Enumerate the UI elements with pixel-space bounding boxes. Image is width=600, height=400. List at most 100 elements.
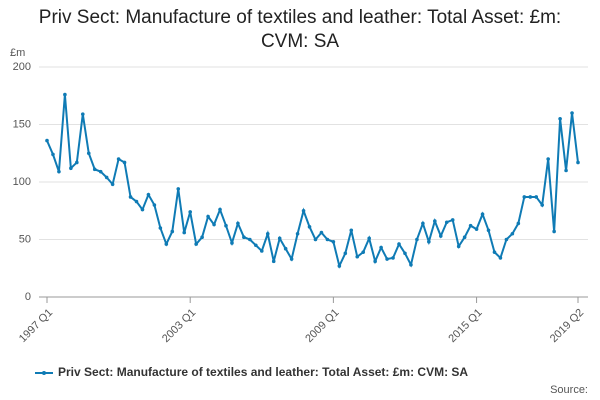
data-point [271, 259, 276, 264]
data-point [140, 207, 145, 212]
data-point [128, 195, 133, 199]
data-point [63, 92, 67, 97]
y-tick-label: 50 [19, 233, 31, 245]
x-tick-label: 2015 Q1 [446, 307, 484, 345]
data-point [176, 187, 181, 191]
data-point [492, 250, 497, 254]
data-point [397, 242, 401, 246]
data-point [104, 175, 109, 180]
data-point [122, 160, 127, 165]
data-point [415, 237, 419, 242]
data-point [522, 195, 527, 199]
data-point [319, 230, 324, 235]
data-point [295, 231, 300, 236]
data-point [182, 230, 187, 235]
data-point [283, 246, 288, 251]
data-point [450, 218, 455, 222]
data-point [331, 240, 336, 244]
data-point [301, 208, 306, 213]
source: Source: [550, 384, 588, 396]
data-point [456, 244, 461, 249]
data-point [212, 222, 216, 227]
data-point [259, 249, 264, 253]
data-point [236, 221, 240, 226]
data-point [349, 228, 354, 233]
data-point [116, 157, 121, 161]
y-tick-label: 200 [13, 61, 31, 73]
data-point [570, 111, 574, 115]
data-point [468, 223, 473, 228]
data-point [403, 251, 407, 256]
data-point [69, 166, 73, 170]
data-point [355, 254, 360, 259]
data-point [277, 236, 282, 241]
y-axis-label: £m [10, 47, 25, 59]
data-point [230, 241, 234, 245]
data-point [75, 160, 79, 165]
data-point [164, 242, 169, 246]
y-tick-label: 150 [13, 118, 31, 130]
series-line [46, 94, 579, 269]
data-point [540, 203, 545, 207]
data-point [45, 138, 49, 143]
data-point [307, 225, 312, 229]
data-point [480, 212, 485, 216]
data-point [438, 234, 443, 238]
legend-label: Priv Sect: Manufacture of textiles and l… [58, 365, 468, 379]
x-tick-label: 2019 Q2 [548, 307, 586, 345]
data-point [158, 226, 163, 230]
data-point [206, 214, 210, 219]
x-tick-label: 2003 Q1 [160, 307, 198, 345]
data-point [152, 203, 157, 207]
data-point [224, 223, 228, 228]
data-point [516, 221, 521, 226]
data-point [343, 251, 348, 256]
data-point [92, 167, 97, 172]
data-point [385, 257, 389, 261]
data-point [486, 228, 491, 233]
data-point [325, 237, 330, 242]
data-point [546, 157, 550, 161]
data-point [373, 259, 377, 264]
data-point [313, 237, 318, 242]
chart-title: Priv Sect: Manufacture of textiles and l… [38, 7, 562, 52]
data-point [474, 227, 479, 231]
data-point [510, 231, 515, 236]
data-point [170, 229, 175, 234]
data-point [51, 152, 55, 157]
data-point [409, 263, 413, 267]
data-point [427, 240, 431, 244]
data-point [200, 235, 204, 239]
data-point [98, 169, 103, 174]
data-point [534, 195, 539, 199]
y-tick-label: 0 [25, 291, 31, 303]
data-point [558, 116, 562, 121]
data-point [379, 245, 383, 250]
data-point [110, 182, 115, 187]
data-point [391, 256, 395, 260]
x-tick-label: 1997 Q1 [17, 307, 55, 345]
data-point [265, 231, 270, 236]
data-point [194, 242, 198, 246]
data-point [421, 221, 425, 226]
data-point [504, 237, 509, 242]
x-tick-label: 2009 Q1 [303, 307, 341, 345]
data-point [134, 199, 139, 204]
data-point [576, 160, 580, 165]
data-point [218, 207, 222, 212]
data-point [337, 264, 342, 268]
data-point [433, 219, 437, 223]
data-point [528, 195, 533, 199]
data-point [86, 151, 91, 156]
data-point [248, 237, 252, 242]
data-point [498, 256, 503, 260]
data-point [289, 257, 294, 261]
data-point [188, 210, 192, 214]
y-tick-label: 100 [13, 176, 31, 188]
data-point [242, 235, 246, 239]
data-point [80, 112, 85, 116]
data-point [462, 235, 467, 239]
data-point [254, 243, 258, 248]
